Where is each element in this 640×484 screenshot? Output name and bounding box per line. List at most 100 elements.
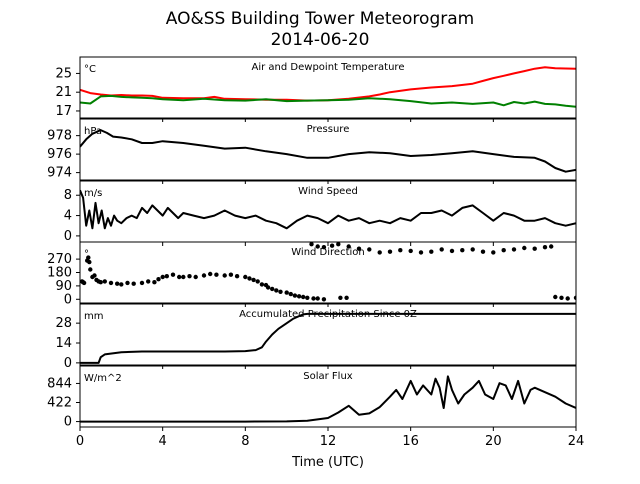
- data-point: [377, 250, 382, 255]
- data-point: [160, 274, 165, 280]
- data-point: [131, 281, 136, 286]
- data-point: [460, 248, 465, 253]
- x-tick-label: 4: [159, 434, 167, 449]
- x-tick-label: 20: [485, 434, 502, 449]
- series-line-0: [80, 189, 576, 230]
- y-tick-label: 0: [64, 415, 72, 430]
- y-tick-label: 0: [64, 292, 72, 307]
- data-point: [251, 277, 256, 283]
- data-point: [449, 248, 455, 254]
- panel-series-group: [80, 242, 576, 302]
- data-point: [243, 274, 248, 280]
- data-point: [92, 273, 97, 278]
- data-point: [565, 296, 570, 301]
- data-point: [86, 255, 91, 260]
- y-tick-label: 8: [64, 188, 72, 203]
- data-point: [152, 280, 157, 285]
- data-point: [187, 274, 192, 279]
- data-point: [315, 296, 320, 301]
- y-tick-label: 4: [64, 209, 72, 224]
- panel-1: 974 976 978 hPa Pressure: [47, 118, 577, 184]
- panel-series-group: [80, 189, 576, 230]
- data-point: [115, 281, 120, 286]
- series-line-1: [80, 94, 576, 108]
- panel-unit-label: W/m^2: [84, 373, 122, 384]
- data-point: [387, 249, 393, 254]
- data-point: [259, 282, 265, 287]
- data-point: [549, 244, 554, 249]
- data-point: [418, 250, 424, 255]
- data-point: [321, 245, 327, 250]
- panel-title: Solar Flux: [303, 371, 353, 382]
- data-point: [98, 280, 103, 285]
- data-point: [193, 274, 198, 280]
- data-point: [470, 247, 475, 252]
- data-point: [336, 242, 341, 247]
- data-point: [480, 249, 486, 254]
- data-point: [553, 294, 558, 300]
- data-point: [329, 243, 335, 248]
- data-point: [119, 282, 124, 287]
- data-point: [81, 280, 87, 286]
- data-point: [559, 295, 564, 300]
- y-tick-label: 90: [55, 279, 72, 294]
- data-point: [255, 279, 260, 284]
- data-point: [573, 295, 576, 300]
- data-point: [234, 274, 240, 279]
- data-point: [301, 294, 306, 300]
- data-point: [346, 244, 351, 249]
- data-point: [156, 277, 161, 282]
- data-point: [439, 247, 444, 252]
- data-point: [270, 286, 275, 292]
- data-point: [305, 295, 310, 300]
- data-point: [146, 279, 151, 284]
- x-tick-label: 8: [241, 434, 249, 449]
- data-point: [522, 245, 527, 251]
- data-point: [177, 274, 182, 280]
- x-tick-label: 16: [402, 434, 419, 449]
- series-line-0: [80, 312, 576, 364]
- data-point: [201, 273, 207, 278]
- data-point: [214, 272, 219, 277]
- data-point: [309, 242, 314, 247]
- data-point: [542, 245, 548, 250]
- y-tick-label: 17: [55, 104, 72, 119]
- panel-title: Air and Dewpoint Temperature: [252, 62, 405, 73]
- data-point: [102, 279, 108, 284]
- data-point: [278, 289, 283, 294]
- data-point: [532, 246, 537, 251]
- panel-0: 17 21 25 °C Air and Dewpoint Temperature: [55, 56, 577, 122]
- y-tick-label: 270: [47, 252, 72, 267]
- data-point: [228, 272, 234, 277]
- panel-title: Wind Direction: [291, 247, 365, 258]
- data-point: [164, 274, 169, 279]
- data-point: [284, 290, 289, 295]
- panel-series-group: [80, 375, 576, 423]
- y-tick-label: 978: [47, 129, 72, 144]
- data-point: [315, 244, 320, 249]
- panel-unit-label: m/s: [84, 188, 102, 199]
- data-point: [408, 248, 413, 254]
- data-point: [88, 267, 93, 272]
- y-tick-label: 21: [55, 85, 72, 100]
- panel-unit-label: °C: [84, 64, 96, 75]
- series-line-0: [80, 375, 576, 423]
- data-point: [398, 248, 403, 253]
- data-point: [222, 273, 227, 278]
- data-point: [429, 249, 434, 254]
- data-point: [311, 296, 316, 301]
- panel-2: 0 4 8 m/s Wind Speed: [64, 180, 577, 246]
- x-tick-label: 12: [320, 434, 337, 449]
- x-axis-label: Time (UTC): [291, 455, 364, 470]
- data-point: [125, 280, 130, 286]
- y-tick-label: 422: [47, 396, 72, 411]
- y-tick-label: 180: [47, 266, 72, 281]
- data-point: [511, 247, 517, 252]
- data-point: [170, 272, 176, 277]
- y-tick-label: 0: [64, 229, 72, 244]
- data-point: [296, 294, 302, 299]
